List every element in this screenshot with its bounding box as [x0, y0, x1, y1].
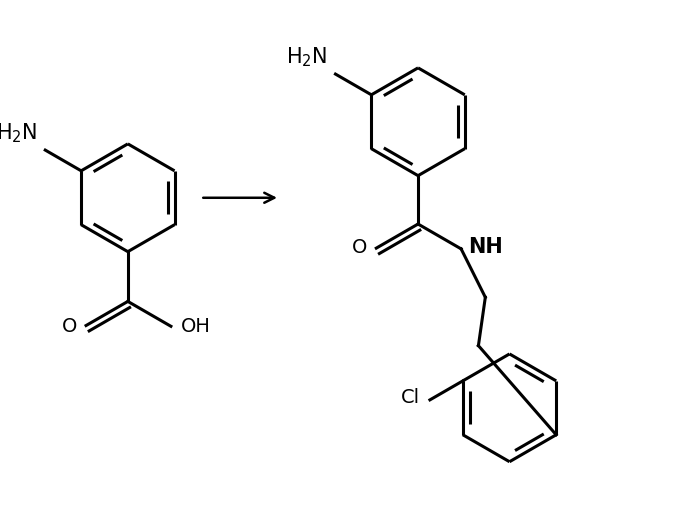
Text: NH: NH	[468, 237, 503, 257]
Text: O: O	[62, 317, 77, 336]
Text: O: O	[352, 238, 368, 257]
Text: OH: OH	[181, 317, 211, 336]
Text: $\mathregular{H_2N}$: $\mathregular{H_2N}$	[0, 121, 37, 145]
Text: $\mathregular{H_2N}$: $\mathregular{H_2N}$	[286, 45, 327, 69]
Text: Cl: Cl	[400, 388, 419, 407]
